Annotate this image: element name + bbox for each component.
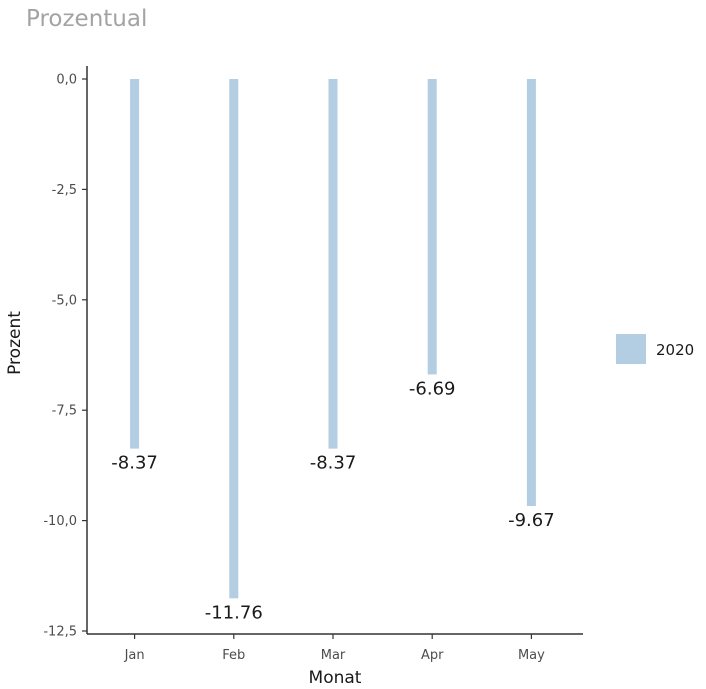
bar-feb xyxy=(229,79,239,599)
legend-swatch-2020 xyxy=(616,334,646,364)
y-tick-label: -7,5 xyxy=(52,404,77,419)
legend-label-2020: 2020 xyxy=(656,341,694,359)
legend: 2020 xyxy=(616,334,694,364)
data-label-jan: -8.37 xyxy=(111,453,158,474)
data-label-may: -9.67 xyxy=(508,510,555,531)
data-labels: -8.37 -11.76 -8.37 -6.69 -9.67 xyxy=(111,378,554,623)
y-tick-label: 0,0 xyxy=(56,73,77,88)
x-axis-title: Monat xyxy=(309,668,362,688)
bars xyxy=(130,79,536,599)
x-tick-label: Apr xyxy=(421,648,444,663)
bar-apr xyxy=(427,79,437,375)
y-tick-label: -10,0 xyxy=(43,514,77,529)
y-tick-label: -5,0 xyxy=(52,293,77,308)
y-axis: 0,0 -2,5 -5,0 -7,5 -10,0 -12,5 xyxy=(43,66,88,640)
bar-mar xyxy=(328,79,338,449)
y-tick-label: -12,5 xyxy=(43,625,77,640)
chart-title: Prozentual xyxy=(26,6,148,32)
x-tick-label: Feb xyxy=(222,648,245,663)
data-label-mar: -8.37 xyxy=(310,453,357,474)
x-tick-label: Jan xyxy=(124,648,145,663)
x-tick-label: May xyxy=(518,648,545,663)
y-ticks: 0,0 -2,5 -5,0 -7,5 -10,0 -12,5 xyxy=(43,73,87,640)
bar-jan xyxy=(130,79,140,449)
bar-may xyxy=(526,79,536,507)
x-tick-label: Mar xyxy=(321,648,346,663)
data-label-feb: -11.76 xyxy=(205,602,263,623)
x-axis: Jan Feb Mar Apr May xyxy=(87,633,583,663)
data-label-apr: -6.69 xyxy=(409,378,456,399)
y-axis-title: Prozent xyxy=(5,311,25,375)
y-tick-label: -2,5 xyxy=(52,183,77,198)
x-ticks: Jan Feb Mar Apr May xyxy=(124,634,545,663)
